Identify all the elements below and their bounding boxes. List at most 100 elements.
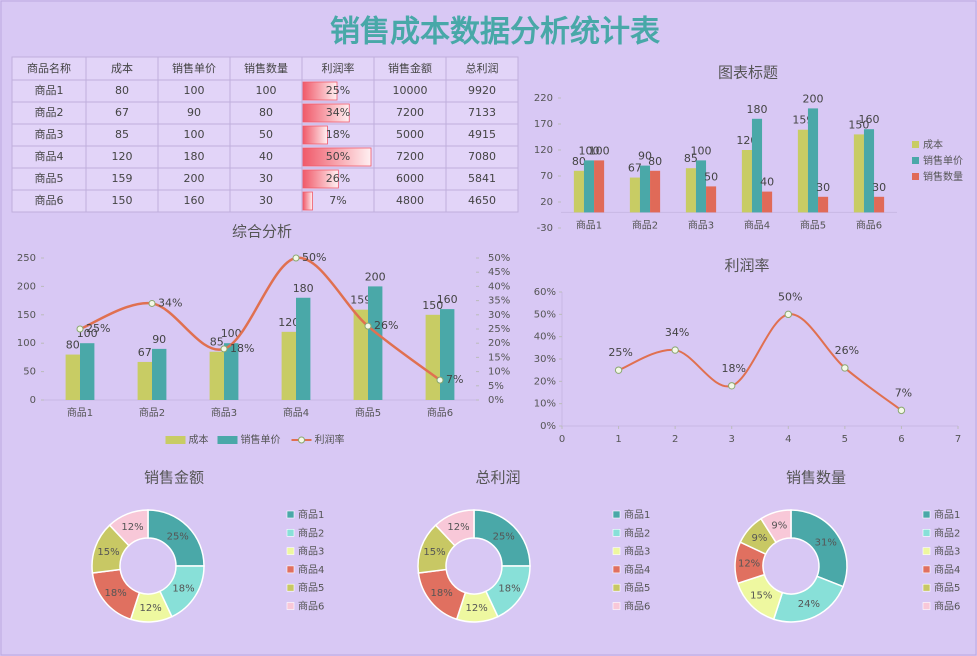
chart-title: 销售数量 bbox=[786, 469, 846, 487]
table-cell: 18% bbox=[326, 128, 350, 141]
data-label: 25% bbox=[167, 531, 189, 542]
data-label: 26% bbox=[374, 319, 398, 332]
legend-swatch bbox=[912, 173, 919, 180]
table-cell: 6000 bbox=[396, 172, 424, 185]
table-cell: 40 bbox=[259, 150, 273, 163]
legend-swatch bbox=[612, 547, 621, 555]
data-label: 18% bbox=[172, 584, 194, 595]
data-label: 80 bbox=[572, 155, 586, 168]
data-label: 25% bbox=[608, 346, 632, 359]
bar bbox=[353, 309, 368, 400]
donut-slice bbox=[759, 509, 792, 544]
data-label: 200 bbox=[365, 270, 386, 283]
data-label: 50 bbox=[704, 170, 718, 183]
data-label: 34% bbox=[665, 326, 689, 339]
data-label: 85 bbox=[684, 152, 698, 165]
y2-tick-label: 50% bbox=[488, 253, 510, 264]
donut-slice bbox=[473, 509, 531, 567]
bar bbox=[863, 129, 875, 213]
table-cell: 100 bbox=[184, 128, 205, 141]
data-label: 15% bbox=[423, 547, 445, 558]
table-header: 利润率 bbox=[322, 61, 355, 75]
y-tick-label: 0% bbox=[540, 421, 556, 432]
legend-label: 商品3 bbox=[298, 545, 324, 558]
y-tick-label: 50 bbox=[23, 367, 36, 378]
legend-swatch bbox=[612, 583, 621, 592]
legend-label: 商品1 bbox=[934, 508, 960, 521]
legend-swatch bbox=[286, 547, 295, 555]
x-tick-label: 商品4 bbox=[283, 406, 309, 419]
legend-swatch bbox=[612, 510, 621, 519]
legend-label: 商品6 bbox=[624, 600, 650, 613]
legend-label: 商品1 bbox=[624, 508, 650, 521]
chart-title: 总利润 bbox=[475, 469, 520, 487]
table-cell: 30 bbox=[259, 194, 273, 207]
legend-label: 商品5 bbox=[624, 581, 650, 594]
data-label: 180 bbox=[293, 282, 314, 295]
table-cell: 7200 bbox=[396, 150, 424, 163]
bar bbox=[629, 177, 640, 213]
donut-slice bbox=[790, 509, 848, 588]
x-tick-label: 7 bbox=[955, 434, 961, 445]
bar bbox=[762, 191, 773, 213]
table-cell: 150 bbox=[112, 194, 133, 207]
x-tick-label: 商品3 bbox=[211, 406, 237, 419]
donut-slice bbox=[434, 509, 475, 547]
legend-swatch bbox=[922, 565, 931, 574]
bar bbox=[137, 361, 152, 400]
table-cell: 商品1 bbox=[35, 83, 64, 97]
data-label: 15% bbox=[750, 591, 772, 602]
legend-swatch bbox=[922, 602, 931, 610]
y-tick-label: 20% bbox=[534, 376, 556, 387]
table-cell: 4800 bbox=[396, 194, 424, 207]
table-cell: 商品4 bbox=[35, 149, 64, 163]
table-cell: 5841 bbox=[468, 172, 496, 185]
y-tick-label: 200 bbox=[17, 281, 36, 292]
legend-label: 商品5 bbox=[298, 581, 324, 594]
y-tick-label: 100 bbox=[17, 338, 36, 349]
table-cell: 商品2 bbox=[35, 105, 64, 119]
data-label: 150 bbox=[848, 118, 869, 131]
bar bbox=[650, 170, 661, 213]
data-label: 80 bbox=[66, 339, 80, 352]
table-cell: 7% bbox=[329, 194, 346, 207]
legend-swatch bbox=[286, 510, 295, 519]
chart-title: 图表标题 bbox=[718, 64, 778, 82]
table-cell: 7080 bbox=[468, 150, 496, 163]
table-cell: 30 bbox=[259, 172, 273, 185]
data-label: 160 bbox=[859, 113, 880, 126]
x-tick-label: 商品6 bbox=[856, 218, 882, 231]
data-label: 12% bbox=[140, 603, 162, 614]
x-tick-label: 商品5 bbox=[800, 218, 826, 231]
bar bbox=[152, 348, 167, 400]
data-label: 26% bbox=[835, 344, 859, 357]
y2-tick-label: 5% bbox=[488, 381, 504, 392]
data-label: 7% bbox=[895, 386, 912, 399]
x-tick-label: 商品1 bbox=[576, 218, 602, 231]
data-label: 180 bbox=[747, 103, 768, 116]
y2-tick-label: 45% bbox=[488, 267, 510, 278]
legend-label: 商品2 bbox=[298, 526, 324, 539]
table-cell: 25% bbox=[326, 84, 350, 97]
donut-slice bbox=[108, 509, 149, 547]
bar bbox=[807, 108, 819, 213]
table-cell: 商品5 bbox=[35, 171, 64, 185]
legend-swatch bbox=[217, 436, 238, 444]
y2-tick-label: 15% bbox=[488, 352, 510, 363]
legend-label: 商品6 bbox=[298, 600, 324, 613]
legend-label: 成本 bbox=[189, 433, 209, 446]
page-title: 销售成本数据分析统计表 bbox=[330, 15, 660, 50]
y-tick-label: -30 bbox=[537, 223, 553, 234]
data-label: 25% bbox=[86, 322, 110, 335]
y-tick-label: 10% bbox=[534, 399, 556, 410]
y-tick-label: 120 bbox=[534, 145, 553, 156]
legend-label: 商品6 bbox=[934, 600, 960, 613]
legend-label: 销售单价 bbox=[241, 433, 281, 446]
table-cell: 180 bbox=[184, 150, 205, 163]
x-tick-label: 商品3 bbox=[688, 218, 714, 231]
data-label: 12% bbox=[738, 558, 760, 569]
x-tick-label: 商品5 bbox=[355, 406, 381, 419]
line-marker bbox=[148, 299, 156, 307]
data-label: 18% bbox=[721, 362, 745, 375]
x-tick-label: 3 bbox=[729, 434, 735, 445]
